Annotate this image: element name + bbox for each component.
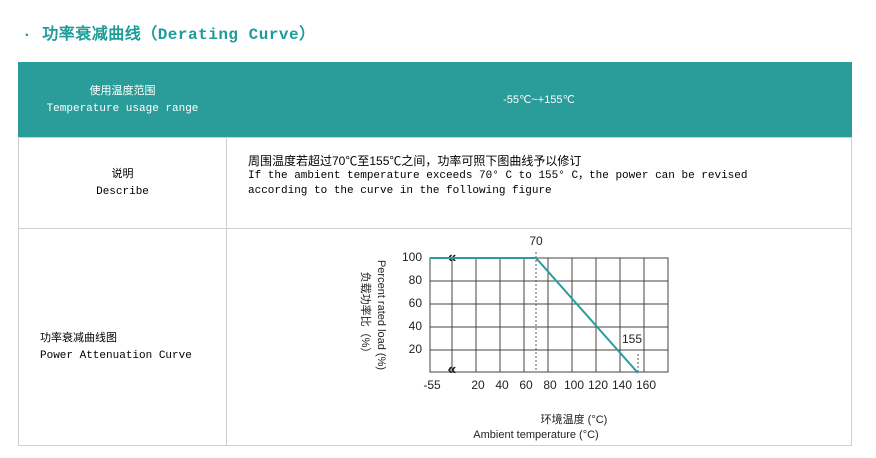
desc-en: according to the curve in the following … — [248, 185, 552, 197]
annotation: 155 — [622, 332, 642, 346]
y-tick-label: 60 — [409, 296, 423, 310]
x-tick-label: 20 — [471, 378, 485, 392]
break-mark: « — [448, 361, 457, 378]
value: -55℃~+155℃ — [503, 94, 575, 106]
y-tick-label: 20 — [409, 342, 423, 356]
value-cell: 周围温度若超过70℃至155℃之间，功率可照下图曲线予以修订 If the am… — [226, 137, 852, 229]
x-tick-label: 120 — [588, 378, 608, 392]
x-tick-label: -55 — [423, 378, 441, 392]
y-tick-label: 40 — [409, 319, 423, 333]
y-axis-label: 负载功率比（%） — [359, 272, 373, 359]
label-zh: 功率衰减曲线图 — [40, 332, 117, 344]
x-axis-label: Ambient temperature (°C) — [473, 429, 598, 441]
label-zh: 使用温度范围 — [89, 85, 156, 97]
section-title: · 功率衰减曲线（Derating Curve） — [22, 26, 316, 44]
label-en: Power Attenuation Curve — [40, 350, 192, 362]
x-tick-label: 80 — [543, 378, 557, 392]
x-tick-label: 140 — [612, 378, 632, 392]
derating-line — [430, 257, 639, 374]
y-tick-label: 80 — [409, 273, 423, 287]
x-tick-label: 60 — [519, 378, 533, 392]
x-axis-label: 环境温度 (°C) — [541, 412, 608, 426]
y-tick-label: 100 — [402, 250, 422, 264]
header-value-cell: -55℃~+155℃ — [226, 62, 852, 138]
plot-frame — [429, 257, 669, 373]
x-tick-label: 160 — [636, 378, 656, 392]
annotation: 70 — [529, 234, 543, 248]
desc-zh: 周围温度若超过70℃至155℃之间，功率可照下图曲线予以修订 — [248, 154, 582, 168]
label-zh: 说明 — [111, 168, 134, 180]
x-tick-label: 100 — [564, 378, 584, 392]
chart-cell — [226, 228, 852, 446]
desc-en: If the ambient temperature exceeds 70° C… — [248, 170, 748, 182]
label-en: Temperature usage range — [46, 103, 199, 115]
label-en: Describe — [96, 186, 149, 198]
y-axis-label: Percent rated load (%) — [375, 260, 387, 370]
x-tick-label: 40 — [495, 378, 509, 392]
